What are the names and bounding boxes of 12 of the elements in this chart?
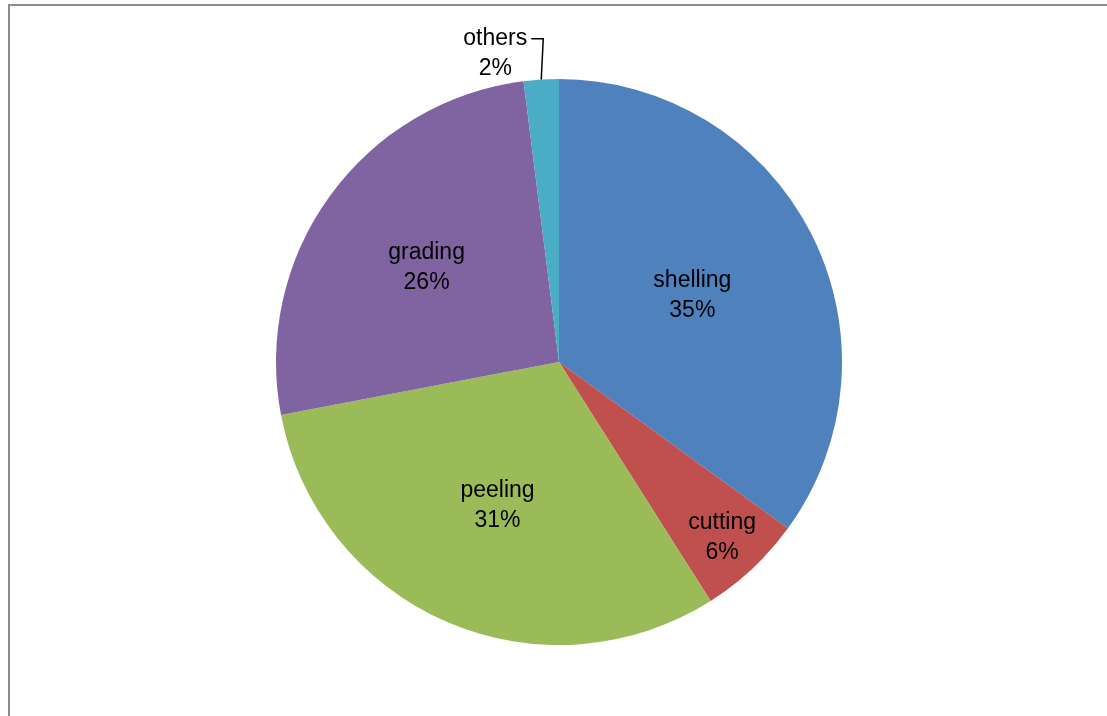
pie-slice (559, 362, 788, 601)
slice-label: shelling (653, 266, 732, 293)
slice-label: grading (388, 237, 465, 264)
data-label: 2% (478, 53, 512, 80)
data-label: 6% (705, 537, 739, 564)
pie-slice (276, 81, 559, 416)
slice-label: others (463, 23, 528, 50)
data-label: 26% (403, 267, 450, 294)
data-label: 35% (669, 296, 716, 323)
data-label: 31% (474, 506, 521, 533)
slice-label: peeling (460, 476, 535, 503)
slice-label: cutting (688, 507, 757, 534)
